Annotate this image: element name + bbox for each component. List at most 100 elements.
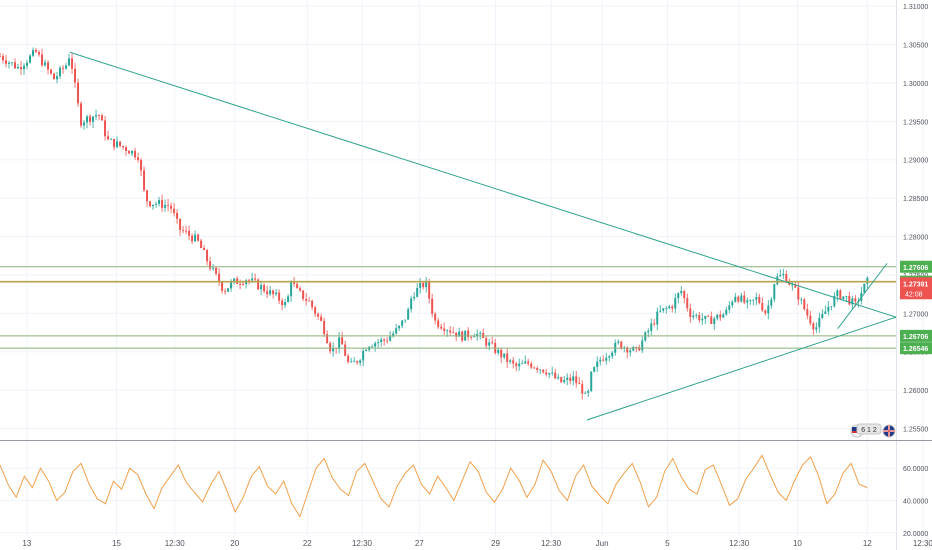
oscillator-tick-label: 40.0000 — [903, 498, 928, 505]
candle — [197, 233, 200, 242]
candle-body — [290, 282, 293, 297]
candle — [479, 331, 482, 340]
candle-body — [140, 159, 143, 171]
candle-body — [557, 377, 560, 379]
price-axis[interactable]: 1.31000 1.30500 1.30000 1.29500 1.29000 1.285… — [903, 4, 928, 433]
candle-body — [716, 314, 719, 319]
candle — [758, 293, 761, 305]
candle — [698, 311, 701, 323]
candle — [89, 114, 92, 126]
candle — [458, 327, 461, 337]
candle-body — [608, 356, 611, 358]
candle — [86, 114, 89, 129]
candle — [38, 49, 41, 57]
time-axis[interactable]: 13 15 12:30 20 22 12:30 27 29 12:30 Jun 5 12:30 10 12… — [22, 539, 932, 548]
event-badge[interactable]: 6 1 2 — [856, 423, 882, 435]
candle-body — [383, 339, 386, 341]
candle-body — [524, 361, 527, 364]
oscillator-axis[interactable]: 60.0000 40.0000 20.0000 — [903, 466, 928, 538]
candle-body — [470, 336, 473, 338]
candle-body — [38, 52, 41, 55]
candle-body — [548, 373, 551, 375]
candle-body — [626, 347, 629, 353]
candle-body — [209, 261, 212, 269]
time-tick-label: 13 — [22, 539, 31, 548]
event-markers[interactable]: 6 1 2 — [850, 423, 896, 438]
candle — [587, 389, 590, 397]
candle — [407, 307, 410, 320]
candle — [440, 323, 443, 330]
candle — [455, 332, 458, 342]
level-label-bg — [900, 329, 932, 342]
price-pane[interactable] — [0, 47, 897, 421]
candle — [143, 166, 146, 192]
candle — [194, 230, 197, 243]
candle-body — [215, 267, 218, 274]
candle — [743, 291, 746, 305]
candle-body — [53, 73, 56, 80]
candle — [770, 296, 773, 309]
candle-body — [221, 282, 224, 291]
oscillator-pane[interactable] — [0, 454, 868, 518]
candle — [539, 368, 542, 375]
candle-body — [233, 278, 236, 282]
candle — [77, 78, 80, 107]
candle-body — [410, 298, 413, 310]
candle — [485, 336, 488, 349]
candle-body — [242, 283, 245, 285]
candle-body — [341, 337, 344, 345]
candle-body — [512, 360, 515, 364]
candle-body — [698, 314, 701, 321]
candle-body — [710, 316, 713, 324]
candle — [584, 391, 587, 394]
candle — [329, 341, 332, 354]
candle — [548, 372, 551, 379]
candle-body — [194, 234, 197, 242]
candle-body — [827, 306, 830, 312]
trendlines[interactable] — [69, 51, 897, 421]
uk-flag-event-icon[interactable] — [882, 424, 896, 438]
horizontal-levels[interactable] — [0, 266, 896, 349]
trendline[interactable] — [586, 316, 897, 421]
candle — [392, 330, 395, 338]
candle-body — [863, 283, 866, 293]
candle — [149, 200, 152, 208]
candle-body — [179, 218, 182, 230]
candle-body — [662, 308, 665, 311]
candle — [734, 293, 737, 303]
candle-body — [743, 295, 746, 303]
candle — [761, 297, 764, 312]
candle-body — [656, 311, 659, 325]
oscillator-tick-label: 60.0000 — [903, 466, 928, 473]
candle-body — [269, 290, 272, 295]
candle-body — [854, 298, 857, 302]
candle — [437, 317, 440, 330]
candle-body — [824, 311, 827, 314]
candle — [308, 297, 311, 302]
candle — [677, 292, 680, 304]
candle — [263, 283, 266, 294]
candle — [53, 73, 56, 80]
candle — [110, 137, 113, 140]
time-tick-label: 10 — [793, 539, 802, 548]
candle — [461, 330, 464, 343]
candle — [812, 321, 815, 335]
candle — [59, 65, 62, 79]
candle-body — [338, 337, 341, 349]
candle — [506, 348, 509, 368]
candle — [260, 281, 263, 296]
trendline[interactable] — [837, 263, 888, 329]
candle — [5, 54, 8, 68]
candle — [356, 360, 359, 365]
trendline[interactable] — [69, 51, 897, 318]
candle — [26, 60, 29, 70]
candle — [533, 366, 536, 369]
candle-body — [116, 141, 119, 148]
candle-body — [17, 66, 20, 69]
candle — [500, 347, 503, 364]
candle — [653, 318, 656, 327]
candle — [650, 318, 653, 336]
candle-body — [533, 367, 536, 369]
candle-body — [176, 212, 179, 219]
